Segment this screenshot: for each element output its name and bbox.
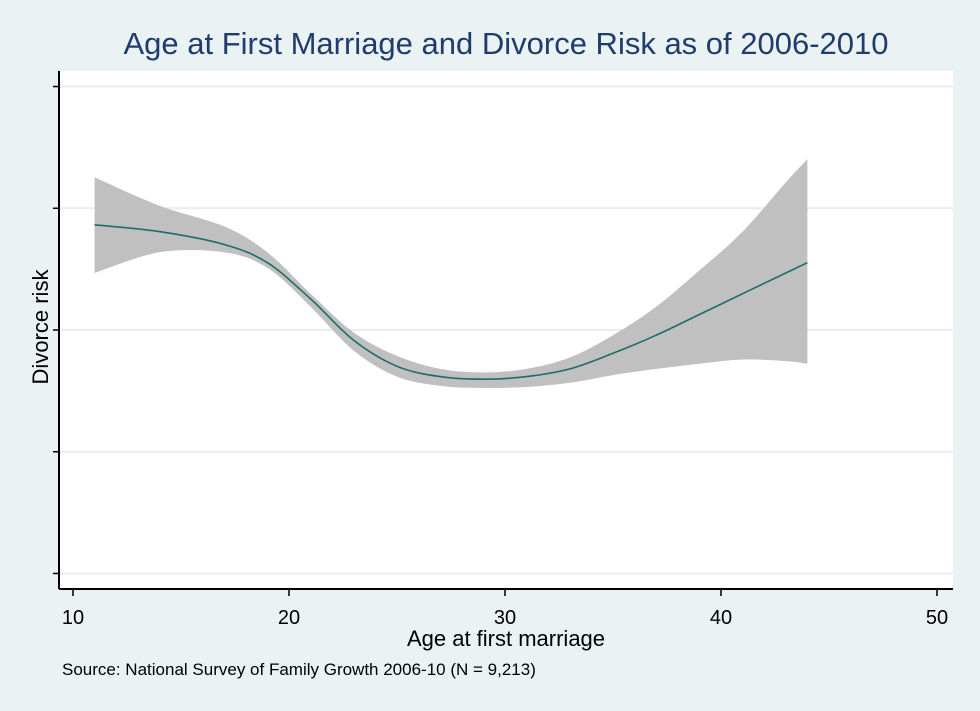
x-tick-label-40: 40: [710, 607, 732, 629]
y-axis-title: Divorce risk: [28, 269, 53, 385]
axes: [53, 71, 953, 590]
x-tick-label-10: 10: [62, 607, 84, 629]
x-tick-label-20: 20: [278, 607, 300, 629]
x-tick-label-50: 50: [926, 607, 948, 629]
x-tick-label-30: 30: [494, 607, 516, 629]
chart-title: Age at First Marriage and Divorce Risk a…: [123, 26, 889, 61]
source-note: Source: National Survey of Family Growth…: [62, 660, 536, 679]
x-axis-title: Age at first marriage: [407, 626, 605, 651]
x-ticks: 10 20 30 40 50: [62, 589, 948, 629]
confidence-band: [94, 159, 808, 389]
fitted-line: [94, 224, 808, 381]
